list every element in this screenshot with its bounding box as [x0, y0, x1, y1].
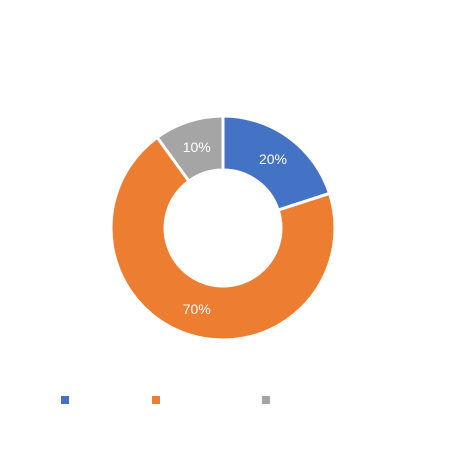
legend-swatch: [61, 396, 69, 404]
slice-data-label: 10%: [183, 139, 211, 155]
chart-legend: [0, 392, 460, 408]
donut-slice: [109, 135, 337, 342]
legend-item: [61, 392, 75, 408]
slice-data-label: 20%: [259, 151, 287, 167]
legend-item: [262, 392, 276, 408]
donut-slices: [109, 114, 337, 342]
legend-item: [152, 392, 166, 408]
slice-labels: 20% 70% 10%: [183, 139, 287, 317]
slice-data-label: 70%: [183, 301, 211, 317]
donut-slice: [155, 114, 225, 184]
legend-swatch: [262, 396, 270, 404]
legend-swatch: [152, 396, 160, 404]
